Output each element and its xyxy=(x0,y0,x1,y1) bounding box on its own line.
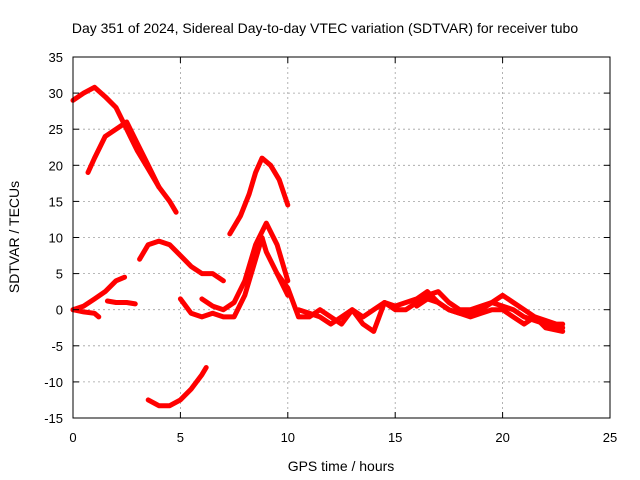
y-tick-label: 15 xyxy=(49,194,63,209)
series-line-arc-j xyxy=(230,158,288,234)
y-tick-label: 0 xyxy=(56,303,63,318)
y-tick-label: 35 xyxy=(49,50,63,65)
x-tick-label: 20 xyxy=(495,430,509,445)
y-tick-label: -5 xyxy=(51,339,63,354)
y-tick-label: 20 xyxy=(49,158,63,173)
y-tick-label: 5 xyxy=(56,267,63,282)
grid xyxy=(73,57,610,418)
x-axis-label: GPS time / hours xyxy=(288,458,395,474)
y-tick-label: 10 xyxy=(49,231,63,246)
y-tick-label: 30 xyxy=(49,86,63,101)
series-line-arc-a xyxy=(73,87,176,212)
x-tick-labels: 0 5 10 15 20 25 xyxy=(69,430,617,445)
series-line-arc-g xyxy=(148,368,206,406)
y-tick-labels: -15 -10 -5 0 5 10 15 20 25 30 35 xyxy=(44,50,63,426)
sdtvar-chart: Day 351 of 2024, Sidereal Day-to-day VTE… xyxy=(0,0,640,480)
series-line-arc-l xyxy=(299,292,563,325)
x-tick-label: 15 xyxy=(388,430,402,445)
series-line-arc-e xyxy=(107,301,135,304)
x-tick-label: 5 xyxy=(177,430,184,445)
series-layer xyxy=(73,87,563,405)
x-tick-label: 25 xyxy=(603,430,617,445)
series-line-arc-b xyxy=(88,122,159,187)
series-line-arc-f xyxy=(140,241,224,281)
x-tick-label: 0 xyxy=(69,430,76,445)
y-tick-label: -15 xyxy=(44,411,63,426)
series-line-arc-d xyxy=(73,310,99,317)
chart-title: Day 351 of 2024, Sidereal Day-to-day VTE… xyxy=(72,20,579,36)
y-axis-label: SDTVAR / TECUs xyxy=(6,181,22,293)
y-tick-label: 25 xyxy=(49,122,63,137)
y-tick-label: -10 xyxy=(44,375,63,390)
x-tick-label: 10 xyxy=(281,430,295,445)
